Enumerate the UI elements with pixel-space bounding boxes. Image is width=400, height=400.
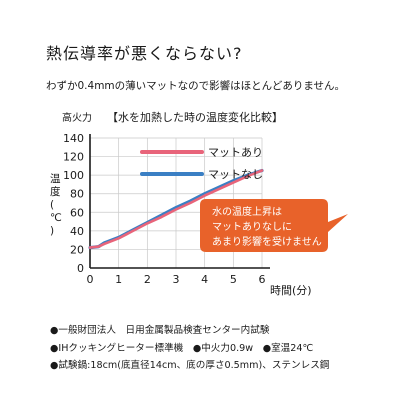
- x-tick-label: 2: [144, 273, 151, 286]
- y-tick-label: 0: [77, 262, 84, 275]
- y-tick-label: 100: [63, 169, 84, 182]
- y-heading: 高火力: [62, 111, 92, 124]
- test-notes: ●一般財団法人 日用金属製品検査センター内試験 ●IHクッキングヒーター標準機 …: [50, 322, 329, 375]
- x-tick-label: 0: [87, 273, 94, 286]
- x-tick-label: 4: [201, 273, 208, 286]
- note-line-1: ●一般財団法人 日用金属製品検査センター内試験: [50, 325, 270, 336]
- legend-label-mat-off: マットなし: [208, 168, 263, 181]
- y-tick-label: 140: [63, 132, 84, 145]
- x-tick-label: 3: [173, 273, 180, 286]
- note-line-2: ●IHクッキングヒーター標準機 ●中火力0.9w ●室温24℃: [50, 342, 314, 354]
- note-line-3: ●試験鍋:18cm(底直径14cm、底の厚さ0.5mm)、ステンレス鋼: [50, 360, 330, 371]
- y-tick-label: 120: [63, 151, 84, 164]
- y-tick-label: 20: [70, 243, 84, 256]
- callout-line-2: マットありなしに: [212, 221, 292, 233]
- y-tick-label: 80: [70, 188, 84, 201]
- callout-bubble: [200, 199, 348, 252]
- x-tick-label: 1: [115, 273, 122, 286]
- callout-line-1: 水の温度上昇は: [212, 205, 282, 218]
- page-title: 熱伝導率が悪くならない?: [46, 44, 243, 63]
- legend: マットあり マットなし: [140, 146, 263, 181]
- y-tick-labels: 0 20 40 60 80 100 120 140: [63, 132, 84, 275]
- callout-line-3: あまり影響を受けません: [212, 235, 322, 248]
- legend-label-mat-on: マットあり: [208, 146, 263, 159]
- x-tick-labels: 0 1 2 3 4 5 6: [87, 273, 266, 286]
- page-subtitle: わずか0.4mmの薄いマットなので影響はほとんどありません。: [46, 80, 346, 92]
- series-line-mat-on: [88, 169, 264, 249]
- y-tick-label: 60: [70, 206, 84, 219]
- y-tick-label: 40: [70, 225, 84, 238]
- x-axis-label: 時間(分): [270, 284, 312, 297]
- y-axis-label: 温度(℃): [50, 173, 62, 237]
- chart-title: 【水を加熱した時の温度変化比較】: [107, 110, 283, 124]
- x-tick-label: 6: [259, 273, 266, 286]
- axes: [89, 134, 270, 269]
- x-tick-label: 5: [230, 273, 237, 286]
- series-lines: [88, 168, 264, 250]
- callout: 水の温度上昇は マットありなしに あまり影響を受けません: [200, 199, 348, 252]
